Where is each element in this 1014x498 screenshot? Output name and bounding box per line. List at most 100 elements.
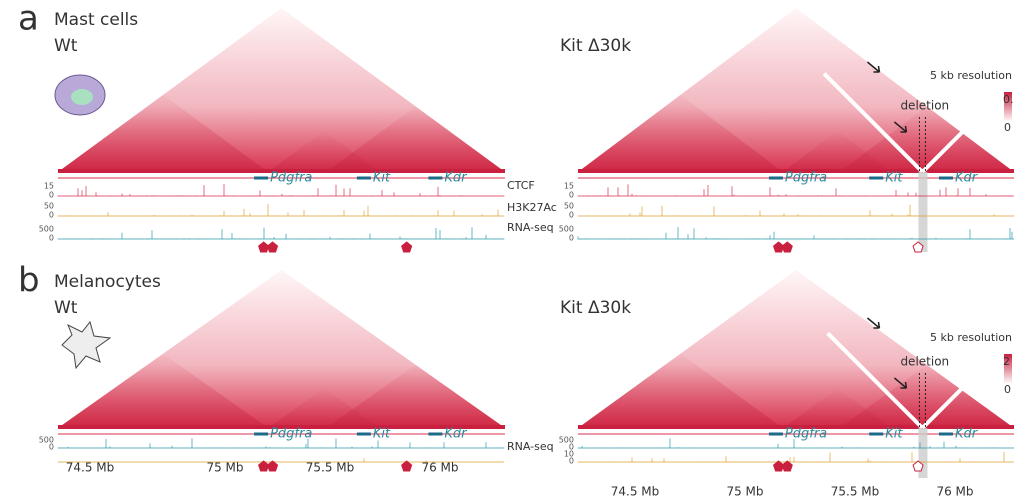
track-label: RNA-seq <box>507 440 554 453</box>
condition-label: Kit Δ30k <box>560 298 631 318</box>
ctcf-site <box>401 241 413 253</box>
gene-label: Pdgfra <box>785 171 827 186</box>
track-scale: 0 <box>569 457 574 466</box>
track-scale: 0 <box>49 191 54 200</box>
track-scale: 15 <box>44 182 54 191</box>
hic-diagonal <box>58 425 505 429</box>
deletion-label: deletion <box>900 99 949 113</box>
track-scale: 0 <box>569 191 574 200</box>
resolution-label: 5 kb resolution <box>930 331 1012 344</box>
gene-label: Kdr <box>444 171 468 186</box>
signal-track <box>57 204 505 217</box>
tad <box>578 353 783 428</box>
axis-tick-label: 74.5 Mb <box>66 461 115 475</box>
gene-label: Kit <box>373 427 391 442</box>
panel-letter: a <box>18 0 39 39</box>
gene-label: Pdgfra <box>785 427 827 442</box>
deletion-bar <box>918 428 928 478</box>
color-bar <box>1004 92 1012 122</box>
track-scale: 0 <box>49 211 54 220</box>
gene-label: Kdr <box>955 427 979 442</box>
track-scale: 0 <box>569 211 574 220</box>
ctcf-site <box>258 460 270 472</box>
axis-tick-label: 76 Mb <box>421 461 458 475</box>
color-bar-min: 0 <box>1004 121 1011 134</box>
panel-letter: b <box>18 261 40 301</box>
arrow <box>866 61 881 73</box>
axis-tick-label: 75 Mb <box>726 485 763 498</box>
arrow <box>893 377 908 389</box>
color-bar-min: 0 <box>1004 383 1011 396</box>
deletion-stripe <box>826 331 924 430</box>
hic-diagonal <box>578 425 1014 429</box>
tad <box>326 364 505 428</box>
ctcf-site <box>266 460 279 472</box>
track-scale: 0 <box>569 234 574 243</box>
signal-track <box>57 438 505 449</box>
gene-label: Pdgfra <box>270 427 312 442</box>
ctcf-site <box>781 460 793 472</box>
arrow <box>893 121 908 133</box>
condition-label: Wt <box>54 36 78 56</box>
tad <box>326 106 505 172</box>
tad <box>578 94 783 172</box>
track-label: CTCF <box>507 179 535 192</box>
axis-tick-label: 74.5 Mb <box>611 485 660 498</box>
signal-track <box>577 227 1014 240</box>
cell-type: Mast cells <box>54 10 138 30</box>
deletion-stripe <box>921 335 1014 430</box>
ctcf-site <box>772 460 785 472</box>
track-scale: 0 <box>569 443 574 452</box>
cell-icons <box>54 74 112 370</box>
mast-cell-nucleus <box>71 89 93 105</box>
signal-track <box>577 438 1014 449</box>
gene-label: Kdr <box>444 427 468 442</box>
track-scale: 15 <box>564 182 574 191</box>
signal-track <box>57 227 505 240</box>
color-bar-max: 2 <box>1003 355 1010 368</box>
gene-label: Kdr <box>955 171 979 186</box>
signal-track <box>57 184 505 197</box>
ctcf-site <box>401 460 413 472</box>
ctcf-site <box>772 241 785 253</box>
deletion-bar <box>918 172 928 252</box>
axis-tick-label: 76 Mb <box>936 485 973 498</box>
tad <box>58 353 269 428</box>
condition-label: Kit Δ30k <box>560 36 631 56</box>
resolution-label: 5 kb resolution <box>930 69 1012 82</box>
deletion-stripe <box>822 72 924 174</box>
track-scale: 10 <box>564 450 574 459</box>
arrow <box>866 317 881 329</box>
axis-tick-label: 75.5 Mb <box>831 485 880 498</box>
ctcf-site <box>781 241 793 253</box>
ctcf-site <box>266 241 279 253</box>
track-label: H3K27Ac <box>507 201 557 214</box>
signal-track <box>57 458 504 463</box>
signal-track <box>577 184 1014 197</box>
melanocyte-icon <box>61 320 112 370</box>
track-scale: 500 <box>39 225 54 234</box>
track-scale: 50 <box>564 202 574 211</box>
gene-label: Kit <box>373 171 391 186</box>
signal-track <box>577 452 1014 463</box>
ctcf-site <box>912 460 924 472</box>
hic-diagonal <box>58 169 505 173</box>
axis-tick-label: 75 Mb <box>206 461 243 475</box>
track-scale: 0 <box>49 234 54 243</box>
track-scale: 500 <box>559 225 574 234</box>
color-bar-max: 0.5 <box>1003 93 1014 106</box>
signal-track <box>578 204 1014 217</box>
ctcf-site <box>912 241 924 253</box>
hic-diagonal <box>578 169 1014 173</box>
condition-label: Wt <box>54 298 78 318</box>
gene-label: Kit <box>885 427 903 442</box>
axis-tick-label: 75.5 Mb <box>306 461 355 475</box>
deletion-stripe <box>921 79 1014 174</box>
track-scale: 0 <box>49 443 54 452</box>
track-scale: 500 <box>39 436 54 445</box>
tad <box>839 364 1014 428</box>
deletion-label: deletion <box>900 355 949 369</box>
cell-type: Melanocytes <box>54 272 161 292</box>
track-label: RNA-seq <box>507 221 554 234</box>
